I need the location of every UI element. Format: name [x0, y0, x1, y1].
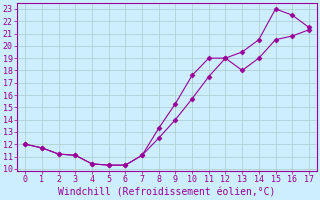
X-axis label: Windchill (Refroidissement éolien,°C): Windchill (Refroidissement éolien,°C) — [58, 187, 276, 197]
